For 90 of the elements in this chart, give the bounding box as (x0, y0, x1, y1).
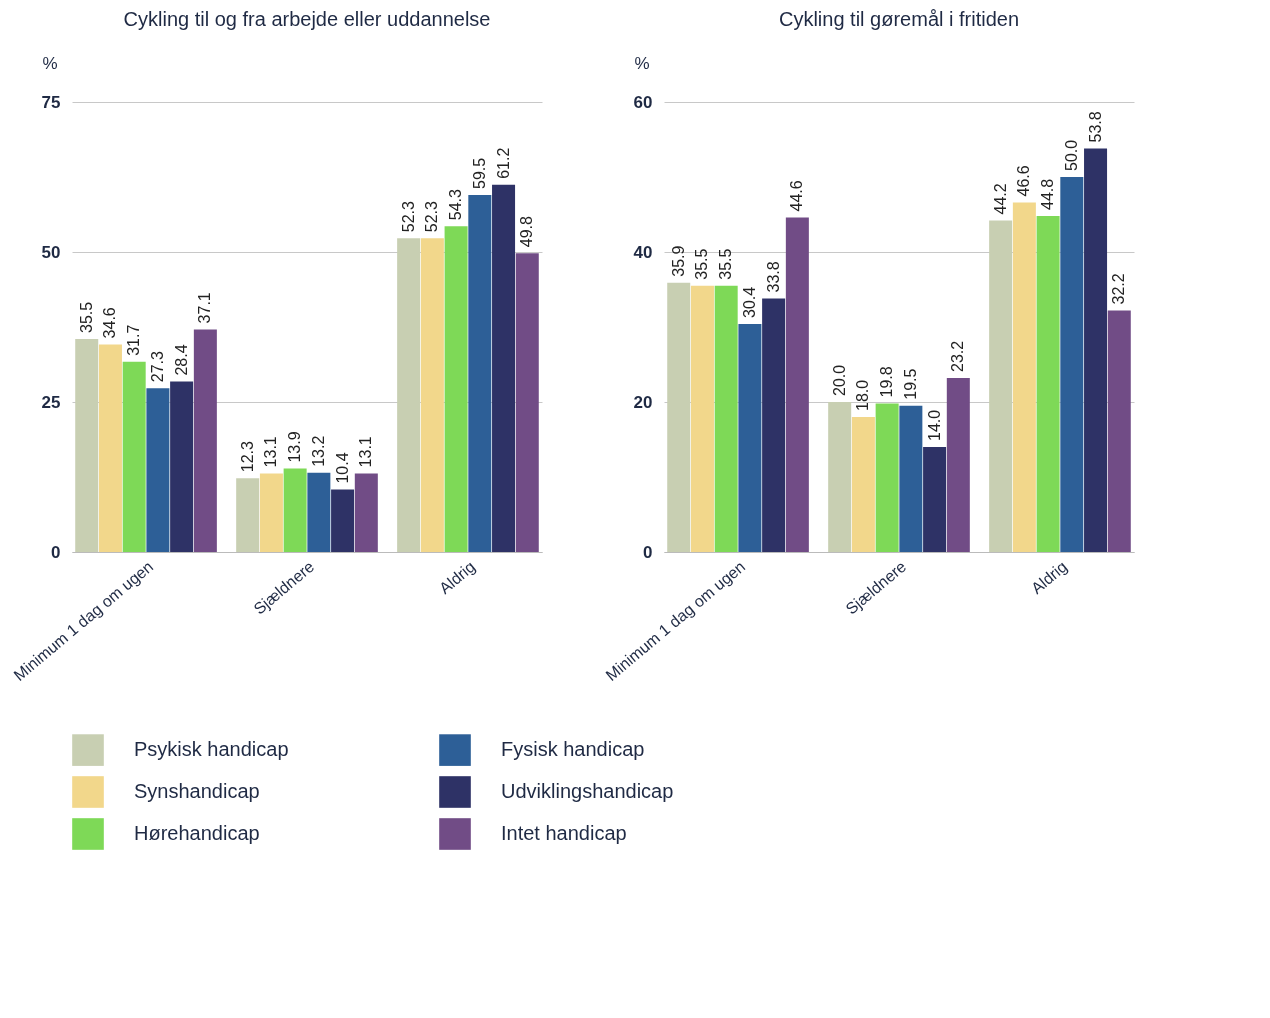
bar (236, 478, 260, 552)
data-label: 52.3 (423, 200, 441, 233)
bar (1060, 177, 1084, 552)
bar (690, 285, 714, 552)
data-label: 50.0 (1062, 139, 1080, 171)
bar (1036, 216, 1060, 552)
y-axis-title: % (634, 53, 650, 73)
bar (420, 238, 444, 552)
bar (170, 381, 194, 552)
bar (193, 329, 217, 552)
data-label: 30.4 (740, 286, 758, 318)
legend-label: Intet handicap (501, 822, 627, 844)
data-label: 35.5 (77, 301, 95, 333)
bar (146, 388, 170, 552)
y-tick-label: 0 (51, 542, 61, 562)
data-label: 13.9 (286, 431, 304, 463)
legend-label: Psykisk handicap (134, 738, 289, 761)
data-label: 20.0 (830, 364, 848, 396)
data-label: 23.2 (949, 340, 967, 372)
data-label: 53.8 (1086, 111, 1104, 143)
bar (307, 472, 331, 552)
data-label: 27.3 (148, 350, 166, 383)
bar (714, 285, 738, 552)
y-tick-label: 75 (41, 92, 61, 112)
data-label: 31.7 (125, 324, 143, 356)
y-tick-label: 25 (41, 392, 61, 412)
data-label: 49.8 (518, 215, 536, 248)
legend-label: Fysisk handicap (501, 738, 645, 761)
data-label: 35.5 (693, 248, 711, 280)
y-tick-label: 0 (643, 542, 653, 562)
data-label: 46.6 (1015, 165, 1033, 197)
bar (98, 344, 122, 552)
bar (946, 378, 970, 552)
bar (1107, 310, 1131, 552)
bar (667, 282, 691, 552)
bar (828, 402, 852, 552)
data-label: 54.3 (447, 188, 465, 221)
bar (515, 253, 539, 552)
data-label: 28.4 (172, 344, 190, 376)
y-tick-label: 20 (633, 392, 653, 412)
legend-label: Udviklingshandicap (501, 780, 674, 802)
data-label: 14.0 (925, 409, 943, 441)
bar (923, 447, 947, 552)
data-label: 44.2 (991, 183, 1009, 215)
data-label: 19.5 (901, 368, 919, 400)
data-label: 52.3 (399, 200, 417, 233)
data-label: 61.2 (494, 147, 512, 179)
legend-label: Synshandicap (134, 780, 260, 802)
bar (899, 405, 923, 552)
bar (492, 184, 516, 552)
bar (989, 220, 1013, 552)
data-label: 18.0 (854, 379, 872, 411)
data-label: 10.4 (333, 452, 351, 484)
data-label: 32.2 (1110, 273, 1128, 305)
data-label: 35.5 (717, 248, 735, 280)
data-label: 34.6 (101, 307, 119, 339)
data-label: 12.3 (238, 440, 256, 473)
data-label: 13.2 (309, 435, 327, 467)
chart-title: Cykling til gøremål i fritiden (778, 8, 1020, 30)
data-label: 19.8 (878, 366, 896, 398)
data-label: 13.1 (262, 436, 280, 468)
data-label: 33.8 (764, 261, 782, 293)
bar (444, 226, 468, 552)
data-label: 37.1 (196, 292, 214, 324)
data-label: 59.5 (470, 157, 488, 189)
bar (259, 473, 283, 552)
bar (75, 339, 99, 552)
bar (762, 298, 786, 552)
legend-label: Hørehandicap (134, 822, 260, 844)
bar (851, 417, 875, 552)
bar (354, 473, 378, 552)
data-label: 44.6 (788, 180, 806, 212)
bar (331, 489, 355, 552)
bar (283, 468, 307, 552)
data-label: 44.8 (1039, 178, 1057, 210)
bar (1084, 148, 1108, 552)
data-label: 35.9 (669, 245, 687, 277)
bar (122, 361, 146, 552)
bar (738, 324, 762, 552)
bar (468, 195, 492, 552)
bar (785, 217, 809, 552)
bar (1012, 202, 1036, 552)
y-tick-label: 50 (41, 242, 61, 262)
y-axis-title: % (42, 53, 58, 73)
data-label: 13.1 (357, 436, 375, 468)
bar (875, 403, 899, 552)
y-tick-label: 60 (633, 92, 653, 112)
y-tick-label: 40 (633, 242, 653, 262)
bar (397, 238, 421, 552)
chart-title: Cykling til og fra arbejde eller uddannelse (123, 8, 491, 30)
